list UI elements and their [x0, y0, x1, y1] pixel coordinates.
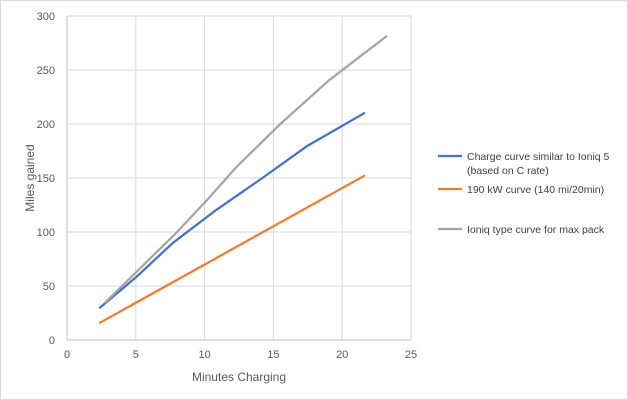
legend-label-1: Charge curve similar to Ioniq 5 (based on…: [467, 151, 610, 177]
y-tick-label: 250: [37, 65, 55, 77]
legend-label-3: Ioniq type curve for max pack: [467, 224, 605, 236]
y-tick-label: 150: [37, 173, 55, 185]
x-tick-label: 20: [336, 349, 348, 361]
y-tick-label: 50: [43, 281, 55, 293]
y-tick-label: 0: [49, 335, 55, 347]
axes: 0 50 100 150 200 250 300 0 5 10 15 20 25: [37, 11, 417, 361]
y-tick-label: 100: [37, 227, 55, 239]
y-tick-label: 300: [37, 11, 55, 23]
y-axis-title: Miles gained: [23, 144, 37, 211]
series-line-2: [98, 174, 366, 324]
series-lines: [98, 35, 388, 324]
legend: Charge curve similar to Ioniq 5 (based on…: [438, 151, 610, 236]
x-tick-label: 15: [267, 349, 279, 361]
x-tick-label: 0: [64, 349, 70, 361]
series-line-1: [98, 112, 366, 309]
x-tick-label: 5: [133, 349, 139, 361]
series-line-3: [104, 35, 388, 304]
legend-label-2: 190 kW curve (140 mi/20min): [467, 184, 604, 196]
x-tick-label: 25: [405, 349, 417, 361]
y-tick-label: 200: [37, 119, 55, 131]
x-axis-title: Minutes Charging: [192, 370, 286, 384]
x-tick-label: 10: [198, 349, 210, 361]
